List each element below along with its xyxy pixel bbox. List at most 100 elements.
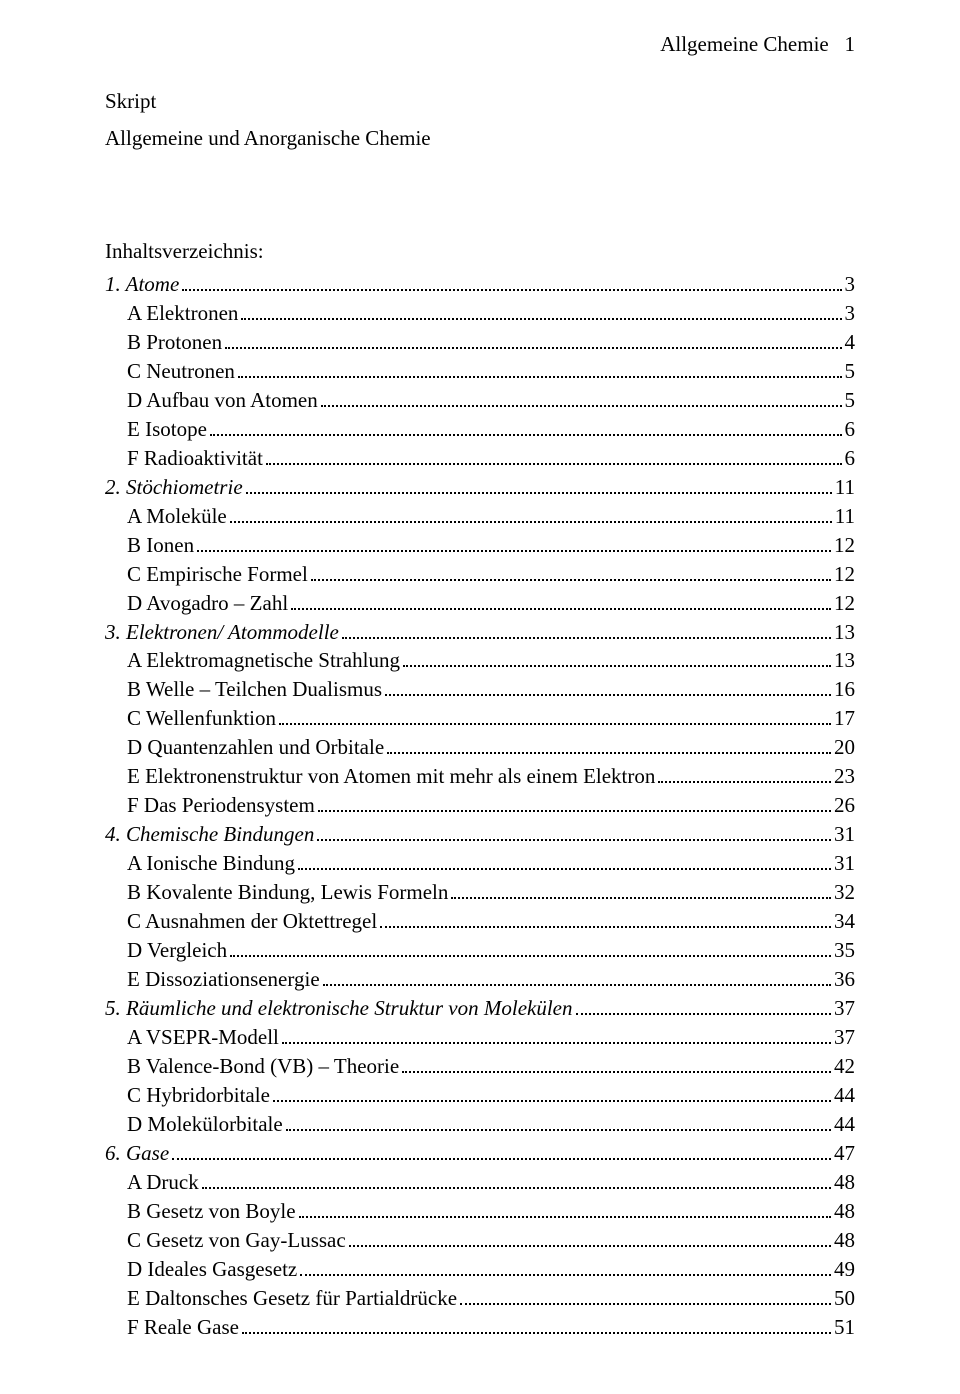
toc-entry-page: 13 (834, 618, 855, 647)
toc-leader (318, 796, 831, 813)
toc-row: A Druck 48 (105, 1168, 855, 1197)
document-subtitle: Allgemeine und Anorganische Chemie (105, 124, 855, 153)
toc-entry-label: D Quantenzahlen und Orbitale (127, 733, 384, 762)
toc-entry-page: 47 (834, 1139, 855, 1168)
toc-row: 2. Stöchiometrie 11 (105, 473, 855, 502)
toc-entry-page: 48 (834, 1197, 855, 1226)
toc-leader (402, 1056, 831, 1073)
toc-entry-label: 2. Stöchiometrie (105, 473, 243, 502)
toc-leader (182, 274, 841, 291)
toc-entry-page: 5 (845, 386, 856, 415)
toc-entry-label: 6. Gase (105, 1139, 169, 1168)
toc-entry-page: 48 (834, 1168, 855, 1197)
toc-leader (349, 1230, 831, 1247)
toc-leader (460, 1288, 831, 1305)
toc-row: 6. Gase 47 (105, 1139, 855, 1168)
toc-leader (172, 1143, 831, 1160)
toc-entry-page: 37 (834, 994, 855, 1023)
toc-row: A Moleküle11 (105, 502, 855, 531)
toc-entry-label: C Ausnahmen der Oktettregel (127, 907, 377, 936)
toc-leader (311, 564, 831, 581)
toc-entry-page: 23 (834, 762, 855, 791)
script-label: Skript (105, 87, 855, 116)
toc-row: E Dissoziationsenergie36 (105, 965, 855, 994)
toc-leader (342, 622, 831, 639)
toc-row: D Vergleich35 (105, 936, 855, 965)
toc-entry-label: D Molekülorbitale (127, 1110, 283, 1139)
toc-row: C Wellenfunktion17 (105, 704, 855, 733)
toc-entry-label: B Welle – Teilchen Dualismus (127, 675, 382, 704)
toc-leader (387, 738, 831, 755)
toc-row: E Daltonsches Gesetz für Partialdrücke 50 (105, 1284, 855, 1313)
toc-entry-label: A Moleküle (127, 502, 227, 531)
toc-entry-page: 11 (835, 473, 855, 502)
toc-entry-page: 51 (834, 1313, 855, 1342)
toc-leader (210, 419, 842, 436)
toc-entry-label: D Avogadro – Zahl (127, 589, 288, 618)
toc-leader (273, 1085, 831, 1102)
toc-row: D Ideales Gasgesetz49 (105, 1255, 855, 1284)
toc-entry-page: 17 (834, 704, 855, 733)
toc-entry-page: 31 (834, 849, 855, 878)
toc-entry-label: A Druck (127, 1168, 199, 1197)
toc-entry-label: E Daltonsches Gesetz für Partialdrücke (127, 1284, 457, 1313)
toc-entry-page: 12 (834, 589, 855, 618)
toc-entry-page: 36 (834, 965, 855, 994)
toc-heading: Inhaltsverzeichnis: (105, 237, 855, 266)
toc-row: B Welle – Teilchen Dualismus16 (105, 675, 855, 704)
toc-entry-page: 50 (834, 1284, 855, 1313)
toc-list: 1. Atome3A Elektronen3B Protonen4C Neutr… (105, 270, 855, 1342)
toc-row: C Hybridorbitale 44 (105, 1081, 855, 1110)
toc-entry-page: 13 (834, 646, 855, 675)
toc-entry-label: 5. Räumliche und elektronische Struktur … (105, 994, 573, 1023)
toc-leader (202, 1172, 831, 1189)
toc-entry-label: A Elektronen (127, 299, 238, 328)
toc-entry-page: 48 (834, 1226, 855, 1255)
toc-entry-page: 6 (845, 444, 856, 473)
toc-entry-page: 3 (845, 299, 856, 328)
toc-row: C Empirische Formel12 (105, 560, 855, 589)
toc-row: A Elektromagnetische Strahlung13 (105, 646, 855, 675)
document-page: Allgemeine Chemie 1 Skript Allgemeine un… (0, 0, 960, 1342)
toc-entry-label: C Hybridorbitale (127, 1081, 270, 1110)
toc-row: A VSEPR-Modell37 (105, 1023, 855, 1052)
toc-leader (658, 767, 831, 784)
toc-entry-page: 37 (834, 1023, 855, 1052)
toc-entry-page: 44 (834, 1110, 855, 1139)
toc-leader (298, 854, 831, 871)
page-number: 1 (845, 32, 856, 56)
toc-entry-label: B Gesetz von Boyle (127, 1197, 296, 1226)
toc-row: A Elektronen 3 (105, 299, 855, 328)
toc-leader (238, 361, 842, 378)
toc-leader (291, 593, 831, 610)
toc-row: B Kovalente Bindung, Lewis Formeln32 (105, 878, 855, 907)
running-header: Allgemeine Chemie 1 (105, 30, 855, 59)
toc-row: 5. Räumliche und elektronische Struktur … (105, 994, 855, 1023)
toc-row: B Protonen4 (105, 328, 855, 357)
toc-row: 4. Chemische Bindungen31 (105, 820, 855, 849)
toc-entry-page: 44 (834, 1081, 855, 1110)
toc-leader (242, 1317, 831, 1334)
toc-leader (323, 969, 831, 986)
toc-entry-page: 6 (845, 415, 856, 444)
toc-leader (385, 680, 831, 697)
toc-entry-page: 12 (834, 531, 855, 560)
toc-leader (266, 448, 842, 465)
toc-entry-label: C Neutronen (127, 357, 235, 386)
toc-row: 3. Elektronen/ Atommodelle13 (105, 618, 855, 647)
toc-entry-page: 5 (845, 357, 856, 386)
toc-entry-label: D Ideales Gasgesetz (127, 1255, 297, 1284)
running-title: Allgemeine Chemie (660, 32, 829, 56)
toc-row: D Quantenzahlen und Orbitale 20 (105, 733, 855, 762)
toc-entry-page: 3 (845, 270, 856, 299)
toc-entry-page: 34 (834, 907, 855, 936)
toc-row: D Avogadro – Zahl 12 (105, 589, 855, 618)
toc-entry-label: 1. Atome (105, 270, 179, 299)
toc-entry-label: F Das Periodensystem (127, 791, 315, 820)
toc-leader (576, 998, 831, 1015)
toc-entry-page: 20 (834, 733, 855, 762)
toc-entry-label: B Valence-Bond (VB) – Theorie (127, 1052, 399, 1081)
toc-entry-label: A Ionische Bindung (127, 849, 295, 878)
toc-entry-label: 4. Chemische Bindungen (105, 820, 314, 849)
toc-entry-label: E Elektronenstruktur von Atomen mit mehr… (127, 762, 655, 791)
